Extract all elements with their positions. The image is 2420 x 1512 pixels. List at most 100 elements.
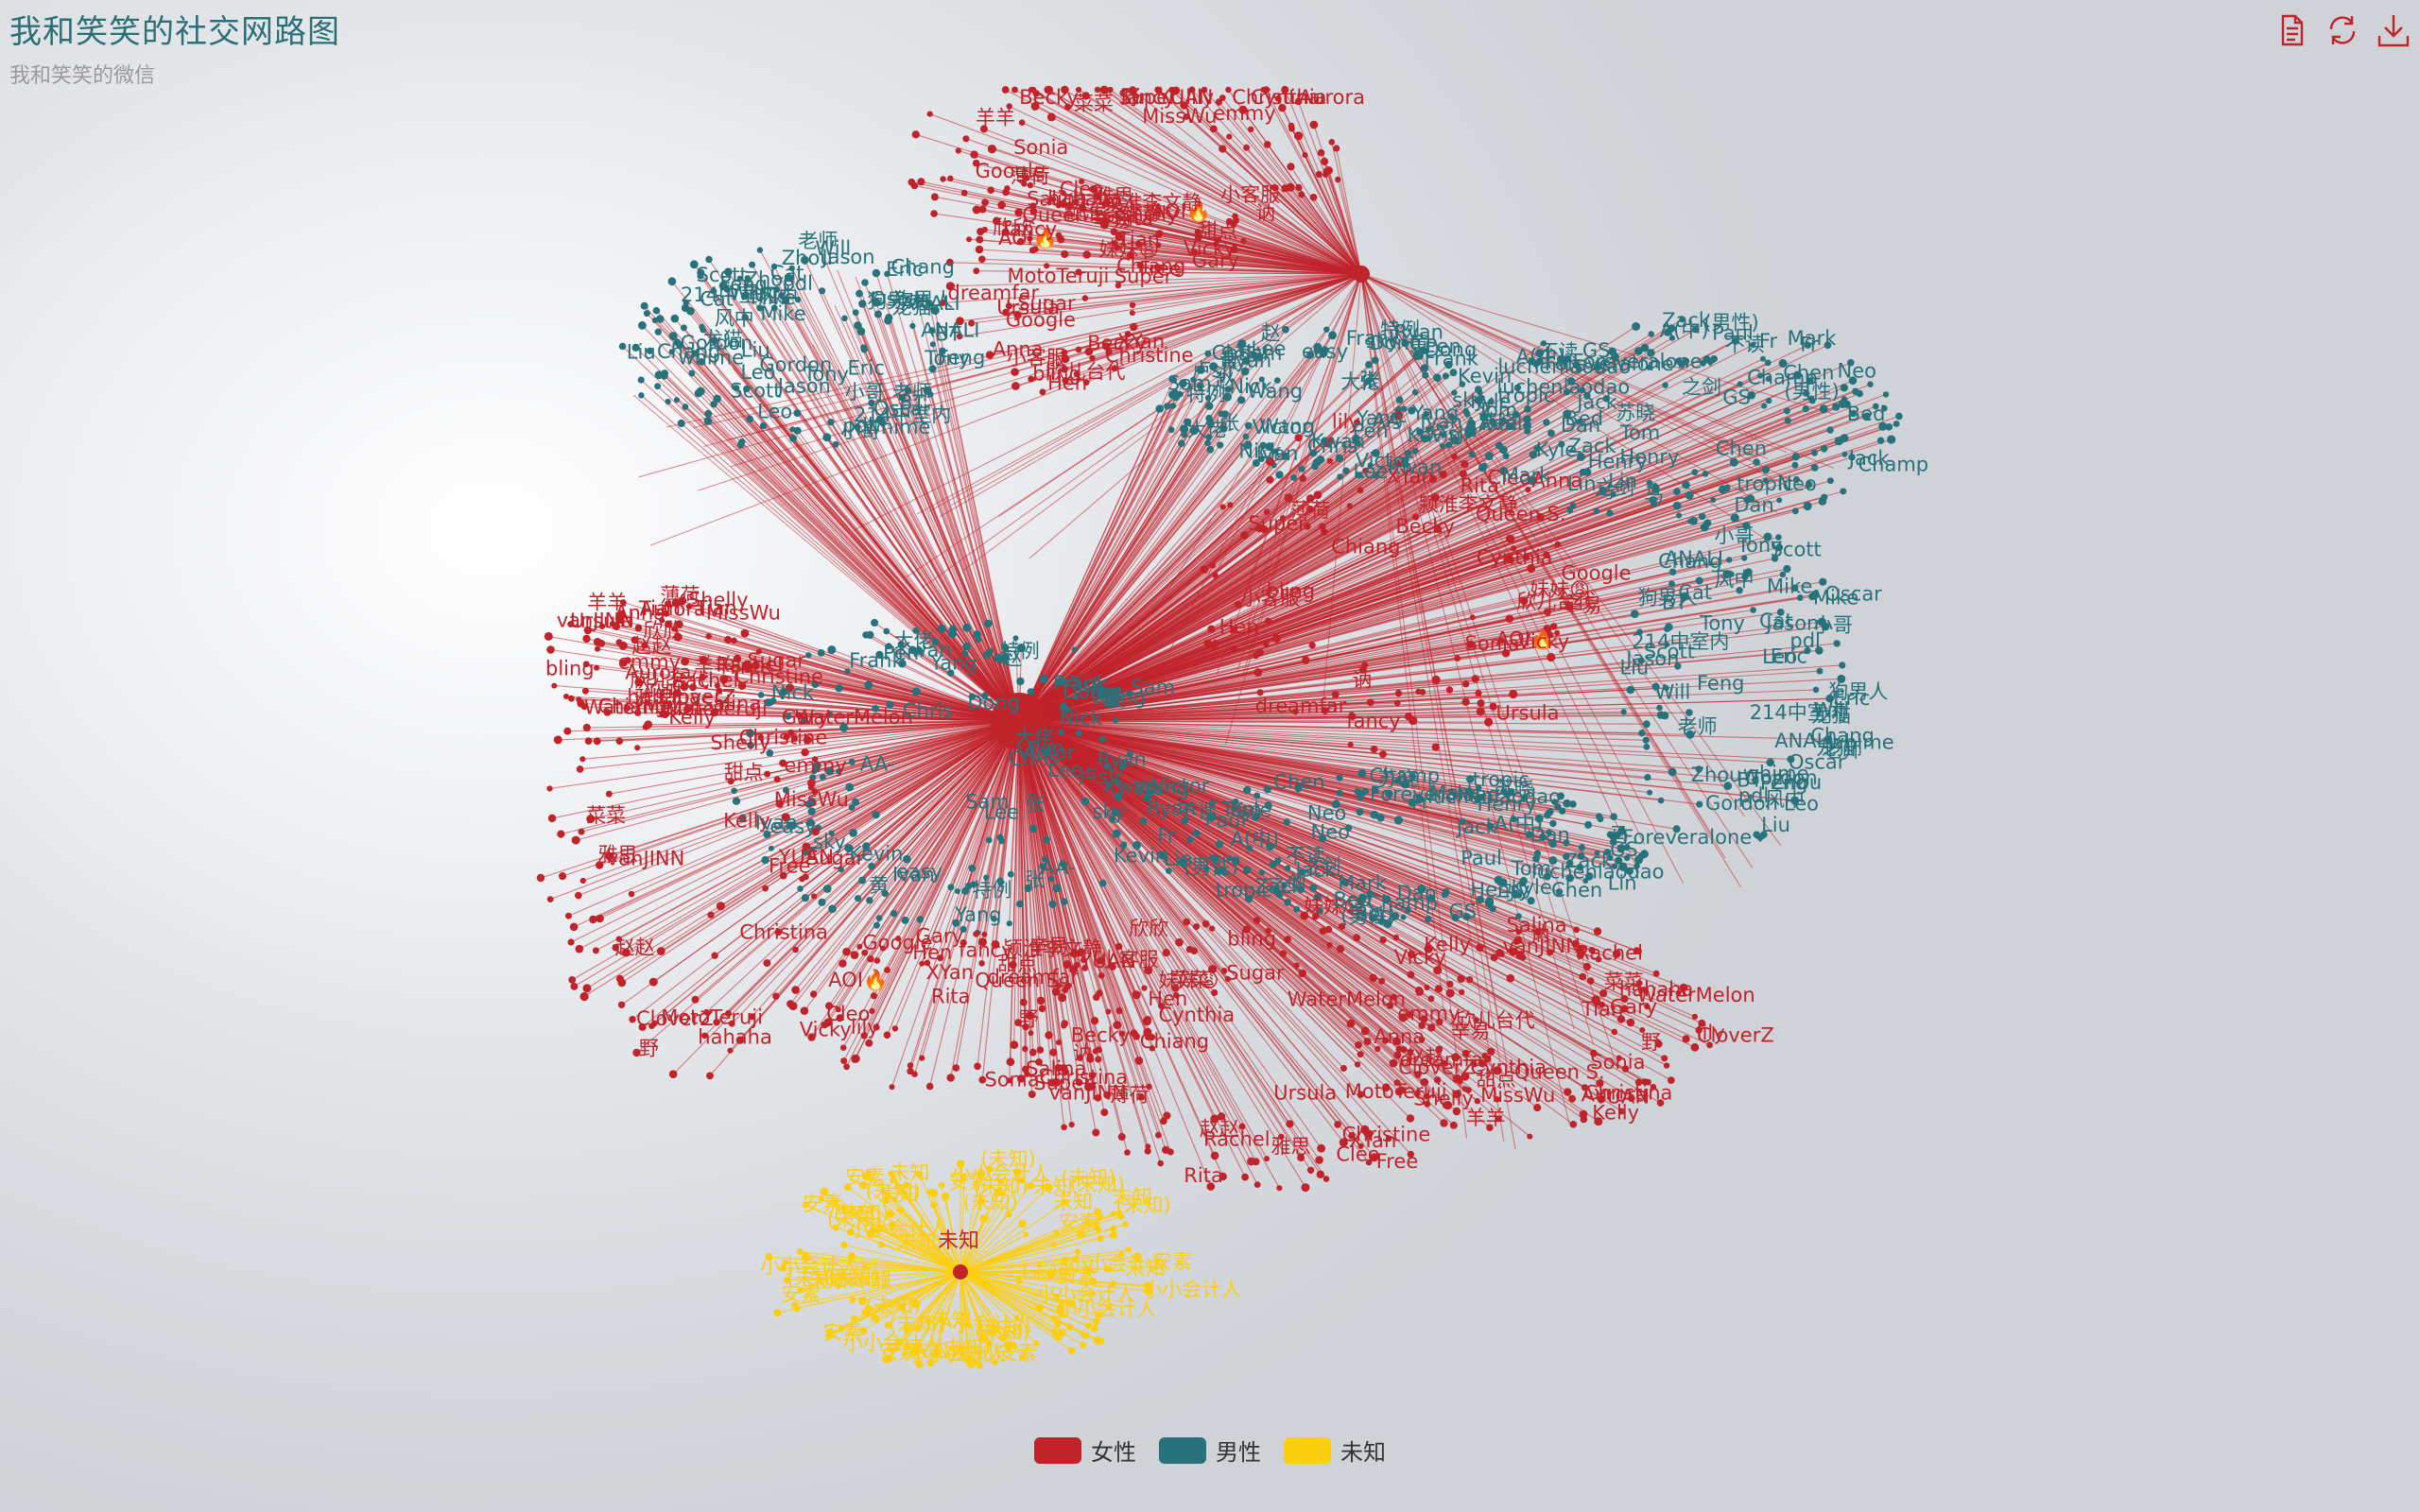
graph-node[interactable]: [1371, 356, 1379, 364]
graph-node[interactable]: [928, 365, 937, 373]
graph-node[interactable]: [565, 912, 572, 919]
graph-node[interactable]: [637, 376, 645, 384]
graph-node[interactable]: [1826, 426, 1834, 434]
graph-node[interactable]: [1328, 139, 1336, 146]
graph-node[interactable]: [1210, 1151, 1219, 1160]
graph-node[interactable]: [1282, 325, 1289, 334]
graph-node[interactable]: [970, 150, 978, 159]
graph-node[interactable]: [667, 277, 677, 286]
graph-node[interactable]: [559, 872, 567, 881]
hub-node[interactable]: [953, 1264, 968, 1280]
graph-node[interactable]: [1219, 145, 1227, 153]
graph-node[interactable]: [1039, 388, 1046, 396]
graph-node[interactable]: [1211, 644, 1218, 651]
graph-node[interactable]: [579, 991, 589, 1002]
graph-node[interactable]: [582, 634, 591, 644]
graph-node[interactable]: [628, 890, 635, 898]
graph-node[interactable]: [756, 304, 764, 312]
graph-node[interactable]: [964, 882, 973, 890]
graph-node[interactable]: [597, 640, 606, 647]
graph-node[interactable]: [1193, 923, 1200, 931]
graph-node[interactable]: [741, 291, 750, 300]
graph-node[interactable]: [1269, 860, 1277, 868]
graph-node[interactable]: [1840, 434, 1849, 442]
graph-node[interactable]: [640, 301, 648, 310]
graph-node[interactable]: [576, 765, 584, 773]
graph-node[interactable]: [571, 835, 580, 845]
graph-node[interactable]: [1200, 565, 1209, 574]
graph-node[interactable]: [1791, 461, 1799, 469]
graph-node[interactable]: [707, 911, 715, 919]
graph-node[interactable]: [1288, 122, 1295, 129]
graph-node[interactable]: [1056, 1040, 1063, 1046]
graph-node[interactable]: [1626, 685, 1635, 695]
graph-node[interactable]: [976, 235, 984, 244]
graph-node[interactable]: [817, 649, 825, 657]
graph-node[interactable]: [866, 897, 873, 904]
graph-node[interactable]: [1685, 490, 1694, 500]
graph-node[interactable]: [1090, 1325, 1098, 1332]
graph-node[interactable]: [1887, 435, 1896, 444]
graph-node[interactable]: [1433, 373, 1442, 383]
graph-node[interactable]: [1002, 188, 1010, 197]
graph-node[interactable]: [925, 300, 933, 307]
graph-node[interactable]: [901, 916, 909, 924]
graph-node[interactable]: [1764, 359, 1772, 367]
graph-node[interactable]: [1309, 884, 1318, 892]
graph-node[interactable]: [923, 386, 932, 395]
graph-node[interactable]: [792, 1304, 801, 1313]
graph-node[interactable]: [705, 255, 713, 264]
graph-node[interactable]: [939, 299, 946, 306]
graph-node[interactable]: [1073, 198, 1080, 205]
graph-node[interactable]: [1573, 926, 1581, 934]
graph-node[interactable]: [1461, 697, 1470, 706]
graph-node[interactable]: [1194, 232, 1203, 241]
graph-node[interactable]: [1406, 1114, 1415, 1123]
graph-node[interactable]: [1252, 1158, 1260, 1166]
graph-node[interactable]: [1111, 365, 1118, 372]
graph-node[interactable]: [773, 776, 781, 783]
graph-node[interactable]: [800, 1006, 809, 1015]
graph-node[interactable]: [1183, 918, 1191, 926]
graph-node[interactable]: [1093, 993, 1100, 1002]
graph-node[interactable]: [1379, 936, 1387, 944]
graph-node[interactable]: [1263, 785, 1271, 794]
graph-node[interactable]: [1676, 512, 1683, 519]
graph-node[interactable]: [1647, 349, 1655, 357]
graph-node[interactable]: [1328, 331, 1338, 340]
graph-node[interactable]: [1209, 561, 1217, 569]
graph-node[interactable]: [731, 637, 737, 644]
graph-node[interactable]: [1469, 614, 1476, 621]
graph-node[interactable]: [873, 957, 881, 964]
graph-node[interactable]: [1819, 404, 1828, 414]
graph-node[interactable]: [546, 896, 554, 902]
graph-node[interactable]: [1230, 245, 1238, 254]
graph-node[interactable]: [1546, 808, 1554, 816]
graph-node[interactable]: [1360, 1026, 1370, 1036]
graph-node[interactable]: [773, 1309, 782, 1317]
graph-node[interactable]: [929, 341, 937, 348]
graph-node[interactable]: [987, 186, 994, 194]
graph-node[interactable]: [864, 680, 873, 690]
graph-node[interactable]: [1124, 331, 1132, 338]
graph-node[interactable]: [1702, 470, 1709, 477]
graph-node[interactable]: [746, 415, 753, 423]
graph-node[interactable]: [1021, 180, 1028, 187]
graph-node[interactable]: [840, 1241, 848, 1249]
graph-node[interactable]: [1342, 467, 1350, 474]
graph-node[interactable]: [949, 625, 957, 632]
graph-node[interactable]: [860, 346, 868, 353]
graph-node[interactable]: [890, 909, 898, 918]
graph-node[interactable]: [849, 1297, 856, 1303]
graph-node[interactable]: [654, 328, 662, 335]
graph-node[interactable]: [1543, 419, 1550, 426]
graph-node[interactable]: [1620, 709, 1627, 715]
graph-node[interactable]: [778, 292, 786, 299]
graph-node[interactable]: [1054, 1322, 1061, 1329]
graph-node[interactable]: [954, 888, 960, 895]
graph-node[interactable]: [1212, 572, 1219, 578]
graph-node[interactable]: [1783, 407, 1790, 415]
graph-node[interactable]: [904, 387, 912, 395]
graph-node[interactable]: [1791, 453, 1800, 461]
graph-node[interactable]: [1660, 712, 1669, 720]
